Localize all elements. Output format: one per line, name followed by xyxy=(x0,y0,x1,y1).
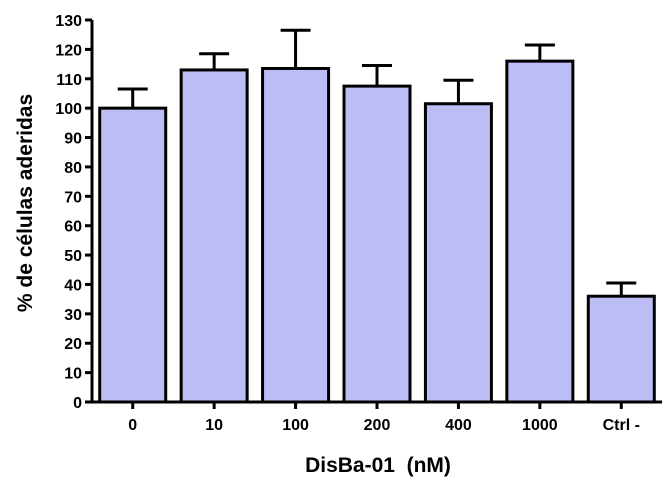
y-tick-label-2: 20 xyxy=(64,336,82,353)
y-tick-label-3: 30 xyxy=(64,307,82,324)
x-tick-label-4: 400 xyxy=(445,417,472,434)
y-tick-label-10: 100 xyxy=(55,101,82,118)
bar-6 xyxy=(586,294,656,404)
bar-4 xyxy=(423,102,493,404)
y-tick-label-5: 50 xyxy=(64,248,82,265)
error-bars-layer xyxy=(117,28,637,297)
y-tick-labels: 0 10 20 30 40 50 60 70 80 90 100 110 120 130 xyxy=(55,13,82,412)
x-tick-label-2: 100 xyxy=(282,417,309,434)
y-tick-label-9: 90 xyxy=(64,131,82,148)
y-tick-label-7: 70 xyxy=(64,189,82,206)
y-tick-label-12: 120 xyxy=(55,42,82,59)
bar-2 xyxy=(261,66,331,404)
x-axis-title: DisBa-01 (nM) xyxy=(305,454,451,477)
x-tick-label-5: 1000 xyxy=(522,417,558,434)
y-tick-label-0: 0 xyxy=(73,395,82,412)
x-tick-label-0: 0 xyxy=(128,417,137,434)
x-tick-label-1: 10 xyxy=(205,417,223,434)
x-tick-labels: 0 10 100 200 400 1000 Ctrl - xyxy=(128,417,640,434)
axes-layer xyxy=(85,18,662,409)
y-tick-label-1: 10 xyxy=(64,366,82,383)
bar-5 xyxy=(505,59,575,404)
bars-layer xyxy=(98,59,656,404)
bar-1 xyxy=(179,68,249,404)
bar-3 xyxy=(342,84,412,404)
y-tick-label-11: 110 xyxy=(56,72,82,89)
y-axis-title: % de células aderidas xyxy=(14,94,37,312)
y-tick-label-4: 40 xyxy=(64,277,82,294)
y-tick-label-6: 60 xyxy=(64,219,82,236)
bar-0 xyxy=(98,106,168,404)
y-tick-label-13: 130 xyxy=(55,13,82,30)
x-tick-label-6: Ctrl - xyxy=(603,417,640,434)
x-tick-label-3: 200 xyxy=(364,417,391,434)
y-tick-label-8: 80 xyxy=(64,160,82,177)
